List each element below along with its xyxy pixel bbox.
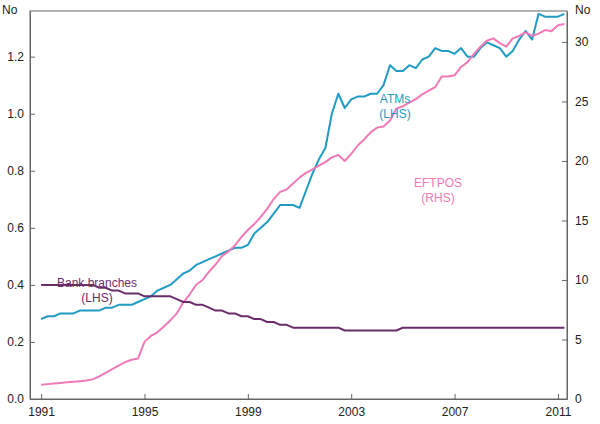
y-axis: 0.0 0.2 0.4 0.6 0.8 1.0 1.2 bbox=[7, 12, 35, 407]
y2-axis-label: No bbox=[575, 3, 591, 17]
y2-axis-line bbox=[567, 12, 568, 400]
plot-frame bbox=[30, 11, 567, 399]
tick: 2007 bbox=[442, 394, 469, 419]
tick-mark bbox=[248, 394, 249, 399]
tick-label: 15 bbox=[575, 214, 589, 228]
tick-label: 25 bbox=[575, 95, 589, 109]
tick-mark bbox=[30, 228, 35, 229]
tick: 2003 bbox=[338, 394, 365, 419]
tick-mark bbox=[30, 171, 35, 172]
tick: 1995 bbox=[132, 394, 159, 419]
tick-mark bbox=[30, 285, 35, 286]
tick-mark bbox=[41, 394, 42, 399]
tick-label: 0.8 bbox=[7, 164, 24, 178]
tick-label: 1999 bbox=[235, 405, 262, 419]
annotation-line: EFTPOS bbox=[414, 176, 462, 190]
tick-label: 2011 bbox=[546, 405, 572, 419]
annotation-line: (RHS) bbox=[421, 191, 454, 205]
tick-mark bbox=[562, 161, 567, 162]
x-axis: 1991 1995 1999 2003 2007 2011 bbox=[28, 394, 571, 419]
tick-label: 10 bbox=[575, 273, 589, 287]
series-line bbox=[41, 24, 564, 385]
tick-mark bbox=[562, 101, 567, 102]
tick: 0.4 bbox=[7, 278, 35, 292]
annotation: ATMs(LHS) bbox=[379, 92, 410, 121]
tick-mark bbox=[558, 394, 559, 399]
tick-label: 0.6 bbox=[7, 221, 24, 235]
annotation-line: (LHS) bbox=[81, 291, 112, 305]
annotation-line: (LHS) bbox=[379, 107, 410, 121]
series-line bbox=[41, 285, 564, 331]
tick: 1999 bbox=[235, 394, 262, 419]
tick-mark bbox=[562, 339, 567, 340]
annotation-line: Bank branches bbox=[57, 276, 137, 290]
tick-mark bbox=[351, 394, 352, 399]
tick: 1.0 bbox=[7, 107, 35, 121]
tick-label: 0.0 bbox=[7, 392, 24, 406]
tick: 1991 bbox=[28, 394, 55, 419]
tick: 15 bbox=[562, 214, 589, 228]
tick: 25 bbox=[562, 95, 589, 109]
tick-label: 1995 bbox=[132, 405, 159, 419]
tick: 5 bbox=[562, 333, 582, 347]
tick: 0.0 bbox=[7, 392, 35, 406]
tick-label: 1.2 bbox=[7, 50, 24, 64]
tick-label: 2003 bbox=[338, 405, 365, 419]
y-axis-line bbox=[30, 12, 31, 400]
tick: 0.8 bbox=[7, 164, 35, 178]
tick-label: 30 bbox=[575, 35, 589, 49]
tick-mark bbox=[30, 57, 35, 58]
tick: 20 bbox=[562, 154, 589, 168]
tick-label: 2007 bbox=[442, 405, 469, 419]
tick-label: 20 bbox=[575, 154, 589, 168]
tick: 10 bbox=[562, 273, 589, 287]
tick-mark bbox=[30, 114, 35, 115]
x-axis-line bbox=[31, 399, 568, 400]
tick-mark bbox=[562, 220, 567, 221]
annotation: EFTPOS(RHS) bbox=[414, 176, 462, 205]
tick-mark bbox=[562, 399, 567, 400]
tick-label: 1991 bbox=[28, 405, 55, 419]
annotation-line: ATMs bbox=[380, 92, 410, 106]
tick: 0 bbox=[562, 392, 582, 406]
tick-mark bbox=[144, 394, 145, 399]
tick: 30 bbox=[562, 35, 589, 49]
tick-label: 0 bbox=[575, 392, 582, 406]
tick: 0.6 bbox=[7, 221, 35, 235]
tick-mark bbox=[30, 342, 35, 343]
tick-label: 0.4 bbox=[7, 278, 24, 292]
tick-label: 1.0 bbox=[7, 107, 24, 121]
tick-label: 0.2 bbox=[7, 335, 24, 349]
tick: 1.2 bbox=[7, 50, 35, 64]
tick-label: 5 bbox=[575, 333, 582, 347]
chart: 1991 1995 1999 2003 2007 2011 0.0 0.2 0.4 0.6 0.8 1… bbox=[0, 0, 600, 424]
y-axis-label: No bbox=[2, 3, 18, 17]
tick-mark bbox=[562, 42, 567, 43]
lines bbox=[41, 14, 564, 385]
tick-mark bbox=[455, 394, 456, 399]
annotation: Bank branches(LHS) bbox=[57, 276, 137, 305]
y2-axis: 0 5 10 15 20 25 30 bbox=[562, 12, 589, 407]
tick-mark bbox=[30, 399, 35, 400]
tick: 0.2 bbox=[7, 335, 35, 349]
series-line bbox=[41, 14, 564, 319]
tick-mark bbox=[562, 280, 567, 281]
